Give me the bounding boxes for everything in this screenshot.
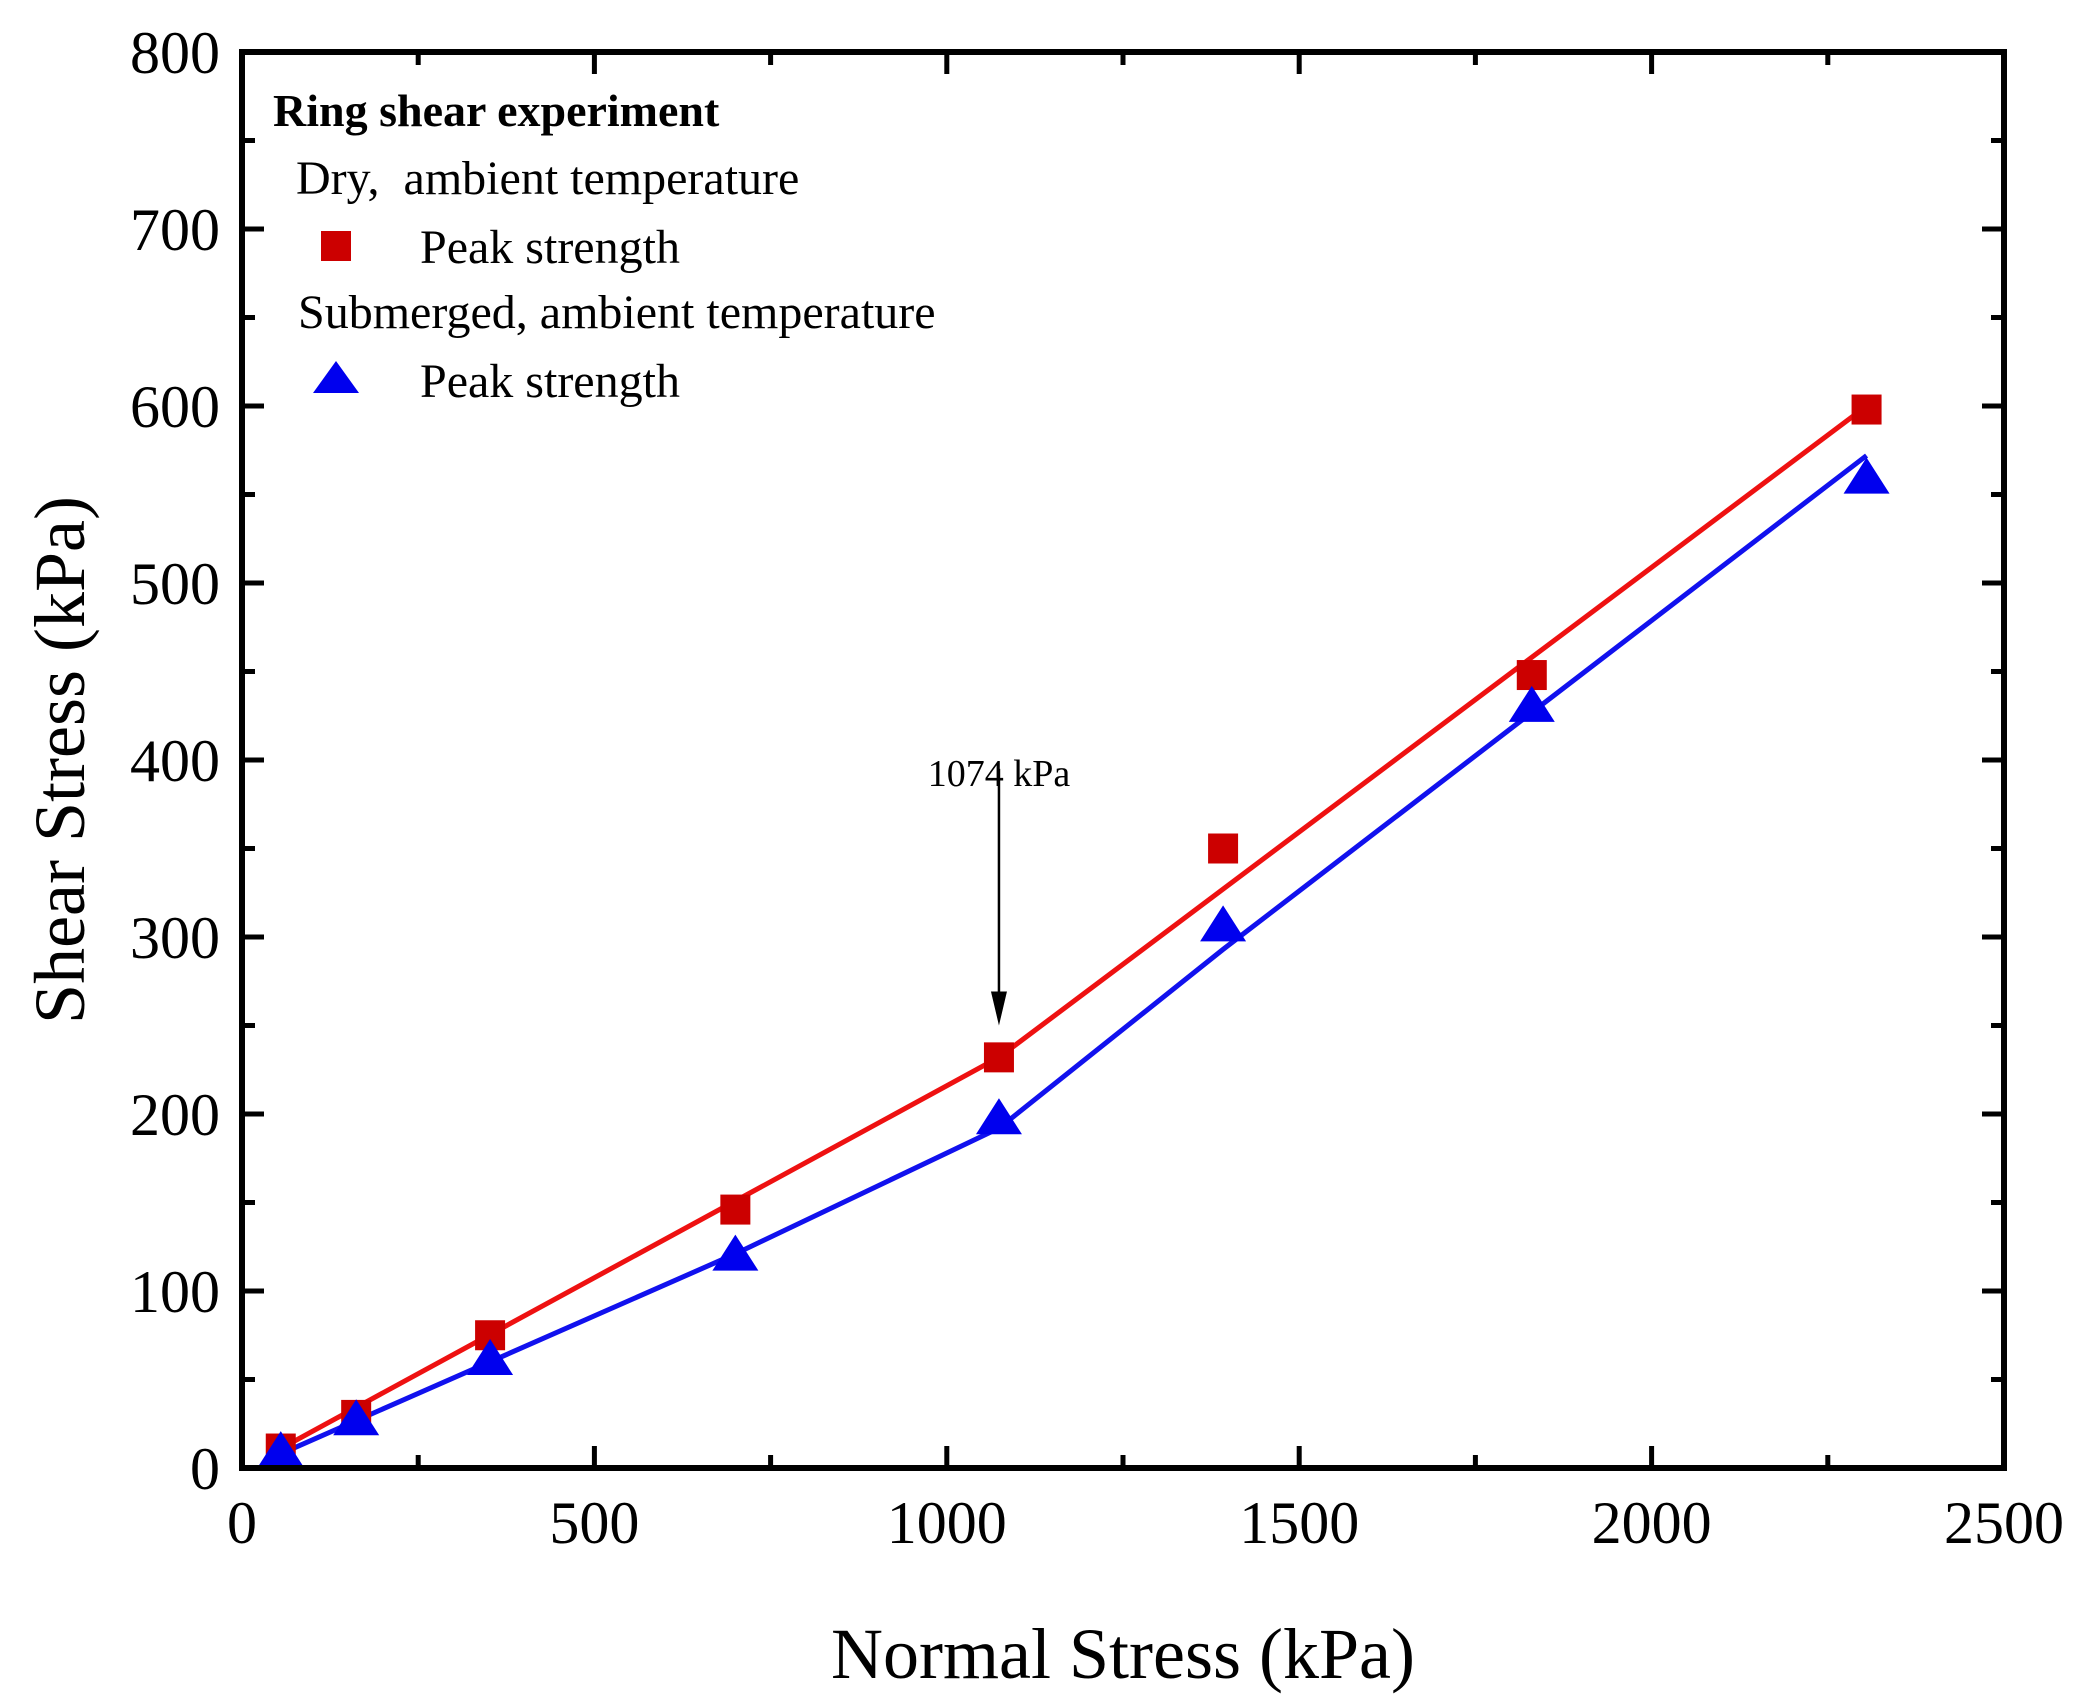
- y-tick-label: 200: [130, 1082, 220, 1148]
- data-markers: [257, 394, 1890, 1468]
- x-tick-label: 2000: [1592, 1490, 1712, 1556]
- data-point-dry: [1516, 660, 1547, 691]
- data-point-dry: [983, 1042, 1014, 1073]
- fit-line-submerged: [279, 453, 1869, 1457]
- x-tick-label: 500: [549, 1490, 639, 1556]
- axis-tick-labels: 0 500 1000 1500 2000 2500 0 100 200 300 400 500 600 7…: [130, 20, 2064, 1556]
- x-tick-label: 0: [227, 1490, 257, 1556]
- fit-line-dry: [279, 404, 1869, 1451]
- data-point-submerged: [712, 1234, 759, 1271]
- y-tick-label: 600: [130, 374, 220, 440]
- data-point-dry: [720, 1194, 751, 1225]
- data-point-submerged: [1843, 457, 1890, 494]
- legend-label-dry-peak: Peak strength: [420, 221, 680, 274]
- data-point-submerged: [1508, 685, 1555, 722]
- y-tick-label: 500: [130, 551, 220, 617]
- y-tick-label: 300: [130, 905, 220, 971]
- x-tick-label: 1500: [1239, 1490, 1359, 1556]
- data-point-submerged: [333, 1399, 380, 1436]
- legend-marker-square: [321, 231, 351, 261]
- legend-group-heading-dry: Dry, ambient temperature: [296, 152, 799, 205]
- fit-lines: [279, 404, 1869, 1457]
- annotation: 1074 kPa: [928, 753, 1070, 1026]
- data-point-submerged: [467, 1339, 514, 1376]
- annotation-arrow-head: [990, 991, 1007, 1026]
- y-axis-title: Shear Stress (kPa): [20, 496, 100, 1024]
- data-point-submerged: [1200, 905, 1247, 942]
- y-tick-label: 0: [190, 1436, 220, 1502]
- y-tick-label: 400: [130, 728, 220, 794]
- legend-label-submerged-peak: Peak strength: [420, 355, 680, 408]
- legend: Ring shear experiment Dry, ambient tempe…: [273, 85, 936, 408]
- y-tick-label: 100: [130, 1259, 220, 1325]
- legend-marker-triangle: [313, 361, 359, 393]
- x-tick-label: 1000: [887, 1490, 1007, 1556]
- x-axis-title: Normal Stress (kPa): [831, 1614, 1415, 1694]
- x-tick-label: 2500: [1944, 1490, 2064, 1556]
- data-point-submerged: [257, 1431, 304, 1468]
- data-point-dry: [1208, 833, 1239, 864]
- y-tick-label: 800: [130, 20, 220, 86]
- plot-frame: [239, 49, 2007, 1471]
- data-point-dry: [1851, 394, 1882, 425]
- legend-group-heading-submerged: Submerged, ambient temperature: [298, 286, 936, 339]
- y-tick-label: 700: [130, 197, 220, 263]
- legend-title: Ring shear experiment: [273, 85, 720, 136]
- data-point-submerged: [975, 1098, 1022, 1135]
